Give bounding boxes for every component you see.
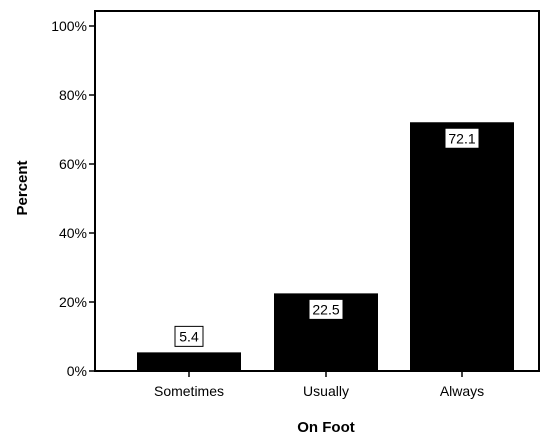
y-tick-label: 80% xyxy=(59,87,87,103)
y-axis-ticks: 0% 20% 40% 60% 80% 100% xyxy=(51,18,95,379)
y-tick-label: 100% xyxy=(51,18,87,34)
plot-frame xyxy=(94,10,540,372)
data-label-box xyxy=(308,298,344,320)
data-label-box xyxy=(174,325,204,347)
bar-sometimes xyxy=(137,352,241,371)
x-tick-label: Sometimes xyxy=(154,383,224,399)
x-axis-ticks: Sometimes Usually Always xyxy=(154,371,484,399)
bars xyxy=(137,122,514,371)
y-tick-label: 20% xyxy=(59,294,87,310)
data-label-box xyxy=(444,127,480,149)
data-label: 5.4 xyxy=(179,328,199,344)
x-axis-title: On Foot xyxy=(297,419,354,436)
data-label: 72.1 xyxy=(448,130,475,146)
bar-always xyxy=(410,122,514,371)
y-tick-label: 40% xyxy=(59,225,87,241)
data-label: 22.5 xyxy=(312,301,339,317)
y-tick-label: 0% xyxy=(67,363,87,379)
data-labels: 5.4 22.5 72.1 xyxy=(174,127,480,347)
x-tick-label: Always xyxy=(440,383,484,399)
y-axis-title: Percent xyxy=(14,160,31,215)
x-tick-label: Usually xyxy=(303,383,349,399)
y-tick-label: 60% xyxy=(59,156,87,172)
